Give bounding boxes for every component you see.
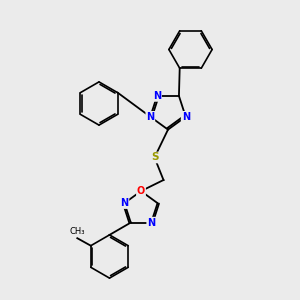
Text: S: S <box>151 152 158 163</box>
Text: N: N <box>120 198 128 208</box>
Text: O: O <box>137 186 145 196</box>
Text: N: N <box>146 112 154 122</box>
Text: N: N <box>153 91 161 101</box>
Text: CH₃: CH₃ <box>70 227 85 236</box>
Text: N: N <box>147 218 155 228</box>
Text: N: N <box>182 112 190 122</box>
